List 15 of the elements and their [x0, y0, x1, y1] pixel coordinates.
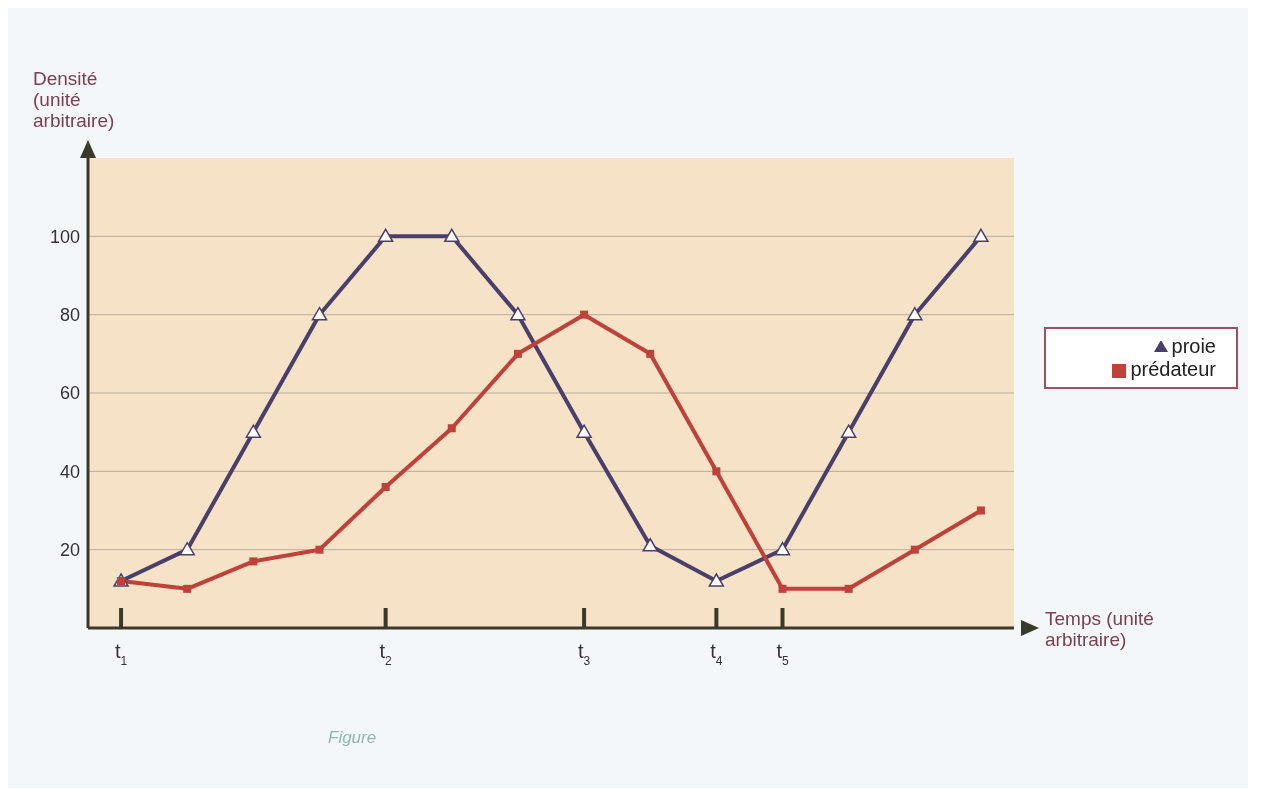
x-tick-label: t$_{1}$	[114, 640, 128, 668]
x-tick-label: t$_{4}$	[710, 640, 723, 668]
x-tick-label: t$_{2}$	[379, 640, 393, 668]
y-tick-label: 60	[59, 383, 80, 404]
y-axis-title: Densité (unité arbitraire)	[33, 68, 116, 131]
legend-label: prédateur	[1130, 358, 1216, 380]
y-tick-label: 40	[59, 461, 80, 482]
x-tick-label: t$_{5}$	[776, 640, 789, 668]
y-tick-label: 100	[49, 226, 80, 247]
legend-label: proie	[1171, 335, 1216, 357]
y-tick-label: 80	[59, 305, 80, 326]
x-tick-label: t$_{3}$	[577, 640, 591, 668]
x-axis-title: Temps (unité arbitraire)	[1045, 608, 1155, 650]
text: Figure	[328, 728, 377, 748]
y-tick-label: 20	[59, 540, 80, 561]
